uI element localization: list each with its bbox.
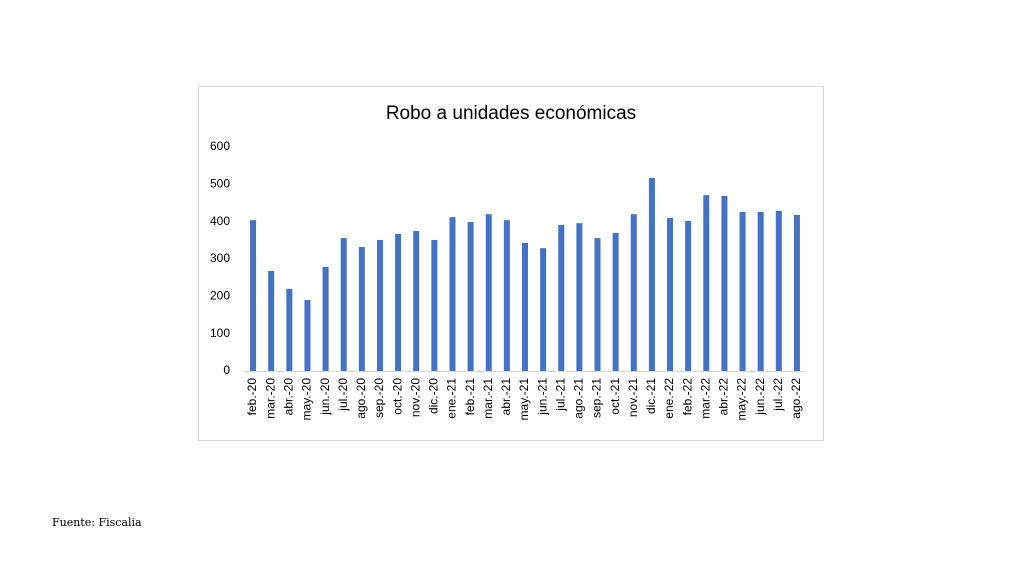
bar — [540, 248, 547, 371]
bar — [376, 239, 383, 371]
x-tick-label: may.-21 — [517, 378, 531, 421]
y-tick-label: 0 — [223, 363, 230, 377]
x-tick-label: oct.-20 — [390, 378, 404, 415]
bar — [250, 220, 257, 371]
bar — [449, 217, 456, 371]
x-tick-label: feb.-20 — [245, 378, 259, 416]
x-tick-label: feb.-22 — [680, 378, 694, 416]
x-tick-label: abr.-21 — [499, 378, 513, 416]
bar — [721, 195, 728, 371]
bar — [485, 214, 492, 371]
x-tick-label: abr.-22 — [717, 378, 731, 416]
x-tick-label: ago.-20 — [354, 378, 368, 419]
bar — [268, 270, 275, 371]
bar — [286, 288, 293, 371]
x-tick-label: nov.-20 — [408, 378, 422, 417]
bar — [304, 300, 311, 371]
bar — [630, 214, 637, 371]
x-tick-label: may.-20 — [300, 378, 314, 421]
source-note: Fuente: Fiscalia — [52, 516, 142, 529]
bar — [648, 177, 655, 371]
bar — [467, 222, 474, 371]
x-tick-label: sep.-21 — [590, 378, 604, 418]
bar — [522, 242, 528, 371]
y-tick-label: 300 — [210, 251, 230, 265]
x-tick-label: feb.-21 — [463, 378, 477, 416]
x-tick-label: nov.-21 — [626, 378, 640, 417]
bar — [358, 247, 365, 371]
x-tick-label: ago.-22 — [789, 378, 803, 419]
x-tick-label: sep.-20 — [372, 378, 386, 418]
bar — [775, 210, 782, 371]
bar — [576, 223, 583, 371]
x-tick-label: jun.-22 — [753, 378, 767, 416]
x-tick-label: ago.-21 — [572, 378, 586, 419]
bar — [739, 211, 746, 371]
y-tick-label: 400 — [210, 214, 230, 228]
bar — [685, 220, 692, 371]
x-tick-label: mar.-22 — [698, 378, 712, 419]
x-tick-label: ene.-21 — [445, 378, 459, 419]
bar — [793, 214, 800, 371]
x-tick-label: jun.-20 — [318, 378, 332, 416]
x-tick-label: dic.-20 — [427, 378, 441, 414]
bar — [612, 232, 619, 371]
bar — [413, 231, 420, 371]
bar — [503, 220, 510, 371]
bar — [703, 195, 710, 371]
bar — [667, 217, 674, 371]
y-tick-label: 200 — [210, 289, 230, 303]
x-tick-label: abr.-20 — [281, 378, 295, 416]
y-tick-label: 100 — [210, 326, 230, 340]
bar — [757, 211, 764, 371]
bar — [431, 239, 438, 371]
bar — [594, 238, 601, 371]
bar — [395, 233, 402, 371]
x-tick-label: ene.-22 — [662, 378, 676, 419]
x-tick-label: mar.-20 — [263, 378, 277, 419]
y-tick-label: 500 — [210, 177, 230, 191]
x-tick-label: jul.-20 — [336, 378, 350, 412]
x-tick-label: jun.-21 — [535, 378, 549, 416]
bar — [340, 238, 347, 371]
x-tick-label: jul.-22 — [771, 378, 785, 412]
y-tick-label: 600 — [210, 139, 230, 153]
x-tick-label: oct.-21 — [608, 378, 622, 415]
bar — [558, 225, 565, 371]
bar — [322, 266, 329, 371]
x-tick-label: mar.-21 — [481, 378, 495, 419]
chart-frame — [198, 86, 824, 441]
chart-title: Robo a unidades económicas — [386, 103, 636, 124]
x-tick-label: may.-22 — [735, 378, 749, 421]
x-tick-label: dic.-21 — [644, 378, 658, 414]
x-tick-label: jul.-21 — [553, 378, 567, 412]
